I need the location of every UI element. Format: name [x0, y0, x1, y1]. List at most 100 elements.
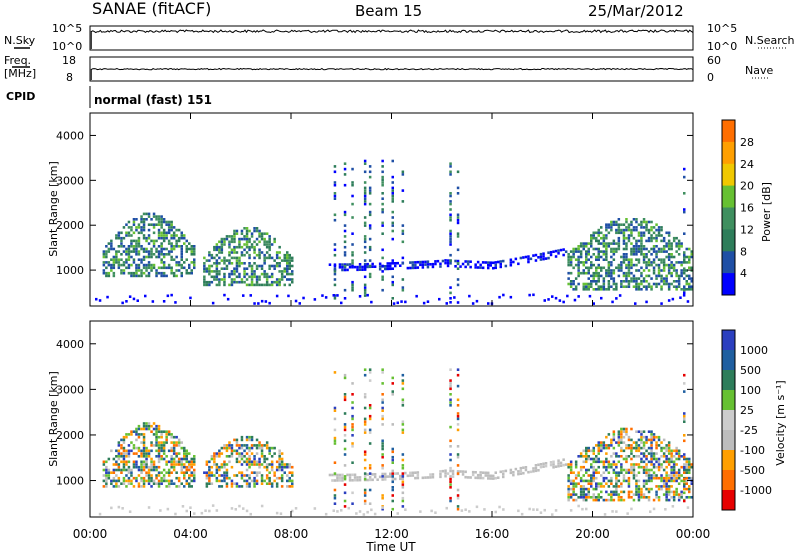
echo-cell [343, 376, 347, 380]
echo-cell [363, 197, 367, 200]
echo-cell [667, 485, 671, 488]
echo-cell [363, 283, 367, 287]
echo-cell [671, 297, 675, 301]
echo-cell [675, 471, 678, 474]
echo-cell [675, 280, 678, 283]
echo-cell [137, 474, 141, 477]
echo-cell [419, 260, 422, 264]
echo-cell [162, 239, 166, 243]
echo-cell [145, 212, 148, 216]
echo-cell [587, 468, 590, 472]
echo-cell [630, 253, 633, 256]
echo-cell [105, 255, 108, 259]
echo-cell [657, 226, 661, 229]
echo-cell [650, 247, 653, 251]
echo-cell [233, 245, 236, 249]
echo-cell [250, 463, 254, 466]
echo-cell [356, 265, 359, 269]
echo-cell [645, 482, 648, 485]
echo-cell [152, 239, 156, 243]
echo-cell [183, 476, 186, 480]
echo-cell [401, 288, 405, 292]
echo-cell [152, 263, 156, 267]
echo-cell [645, 300, 648, 304]
echo-cell [577, 504, 580, 508]
echo-cell [381, 414, 384, 418]
echo-cell [585, 452, 588, 455]
echo-cell [348, 265, 352, 269]
echo-cell [569, 465, 573, 469]
echo-cell [426, 263, 430, 266]
echo-cell [567, 263, 570, 267]
echo-cell [263, 479, 266, 483]
echo-cell [190, 457, 193, 461]
echo-cell [622, 435, 626, 439]
colorbar-tick-label: 25 [740, 404, 754, 417]
echo-cell [642, 231, 646, 235]
echo-cell [132, 460, 136, 464]
echo-cell [416, 471, 420, 474]
echo-cell [660, 234, 663, 237]
echo-cell [328, 263, 332, 266]
echo-cell [670, 245, 673, 248]
y-tick-label: 4000 [56, 338, 84, 351]
echo-cell [685, 496, 688, 499]
echo-cell [662, 258, 666, 261]
echo-cell [612, 463, 616, 466]
echo-cell [157, 218, 161, 221]
echo-cell [208, 253, 211, 257]
echo-cell [627, 280, 631, 283]
echo-cell [363, 245, 367, 249]
echo-cell [625, 274, 628, 278]
echo-cell [225, 264, 229, 268]
echo-cell [127, 220, 131, 224]
echo-cell [532, 470, 535, 473]
echo-cell [622, 430, 626, 433]
echo-cell [650, 455, 653, 458]
echo-cell [381, 192, 384, 195]
echo-cell [670, 253, 673, 256]
echo-cell [645, 266, 648, 270]
echo-cell [411, 263, 415, 267]
echo-cell [233, 280, 236, 284]
echo-cell [610, 277, 613, 280]
echo-cell [504, 264, 508, 268]
echo-cell [579, 465, 583, 469]
echo-cell [127, 465, 131, 469]
echo-cell [381, 232, 384, 235]
echo-cell [162, 236, 166, 240]
echo-cell [597, 465, 600, 469]
echo-cell [183, 485, 186, 488]
echo-cell [620, 485, 623, 488]
echo-cell [605, 452, 608, 455]
echo-cell [190, 471, 193, 474]
echo-cell [537, 463, 540, 467]
echo-cell [260, 446, 264, 450]
echo-cell [660, 479, 663, 483]
echo-cell [122, 245, 126, 248]
echo-cell [225, 267, 229, 270]
echo-cell [205, 474, 209, 477]
echo-cell [253, 262, 256, 265]
echo-cell [142, 438, 146, 442]
echo-cell [183, 236, 186, 240]
echo-cell [193, 468, 196, 472]
colorbar-tick-label: 24 [740, 158, 754, 171]
echo-cell [278, 449, 281, 453]
echo-cell [481, 266, 485, 270]
echo-cell [248, 476, 251, 480]
echo-cell [595, 482, 598, 485]
echo-cell [587, 487, 590, 491]
echo-cell [253, 444, 256, 447]
echo-cell [225, 455, 229, 458]
echo-cell [592, 271, 595, 275]
echo-cell [499, 262, 502, 266]
echo-cell [675, 261, 678, 264]
echo-cell [677, 474, 681, 477]
echo-cell [460, 509, 464, 512]
echo-cell [275, 256, 279, 260]
x-tick-label: 20:00 [575, 527, 610, 541]
echo-cell [273, 446, 276, 450]
echo-cell [174, 301, 177, 304]
echo-cell [630, 247, 633, 251]
